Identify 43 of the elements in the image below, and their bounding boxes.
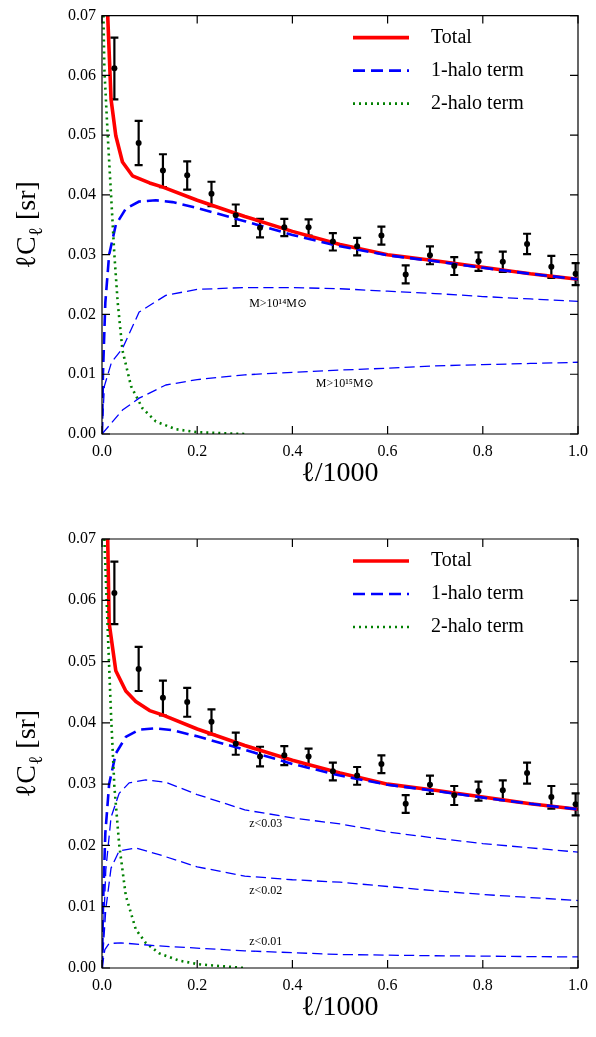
x-tick-label: 0.2 (187, 975, 208, 993)
annotation: z<0.01 (249, 934, 283, 949)
y-tick-label: 0.06 (68, 65, 96, 83)
y-tick-label: 0.01 (68, 896, 96, 914)
y-tick-label: 0.00 (68, 424, 96, 442)
y-tick-label: 0.01 (68, 364, 96, 382)
x-tick-label: 0.0 (92, 441, 112, 459)
y-tick-label: 0.03 (68, 244, 96, 262)
y-tick-label: 0.02 (68, 304, 96, 322)
y-tick-label: 0.05 (68, 125, 96, 143)
x-tick-label: 0.2 (187, 441, 208, 459)
x-tick-label: 1.0 (568, 975, 588, 993)
y-tick-label: 0.06 (68, 590, 96, 608)
y-tick-label: 0.02 (68, 835, 96, 853)
y-tick-label: 0.05 (68, 651, 96, 669)
x-tick-label: 0.6 (377, 441, 398, 459)
annotation: M>10¹⁴M⊙ (249, 296, 308, 311)
y-axis-title: ℓCℓ [sr] (10, 709, 46, 798)
legend-label: Total (431, 548, 473, 571)
x-tick-label: 0.0 (92, 975, 112, 993)
y-tick-label: 0.07 (68, 5, 96, 23)
legend-label: Total (431, 24, 473, 47)
legend-label: 2-halo term (431, 614, 525, 637)
legend-label: 1-halo term (431, 57, 525, 80)
y-axis-title: ℓCℓ [sr] (10, 181, 46, 269)
x-tick-label: 0.8 (472, 441, 493, 459)
x-tick-label: 0.8 (472, 975, 493, 993)
legend-label: 2-halo term (431, 90, 525, 113)
y-tick-label: 0.04 (68, 185, 96, 203)
x-tick-label: 1.0 (568, 441, 588, 459)
x-tick-label: 0.4 (282, 441, 303, 459)
annotation: M>10¹⁵M⊙ (315, 375, 374, 390)
y-tick-label: 0.07 (68, 529, 96, 547)
x-tick-label: 0.4 (282, 975, 303, 993)
legend-label: 1-halo term (431, 581, 525, 604)
y-tick-label: 0.03 (68, 774, 96, 792)
y-tick-label: 0.00 (68, 958, 96, 976)
x-axis-title: ℓ/1000 (301, 990, 379, 1022)
annotation: z<0.03 (249, 816, 283, 831)
x-axis-title: ℓ/1000 (301, 456, 379, 488)
annotation: z<0.02 (249, 882, 283, 897)
x-tick-label: 0.6 (377, 975, 398, 993)
y-tick-label: 0.04 (68, 713, 96, 731)
